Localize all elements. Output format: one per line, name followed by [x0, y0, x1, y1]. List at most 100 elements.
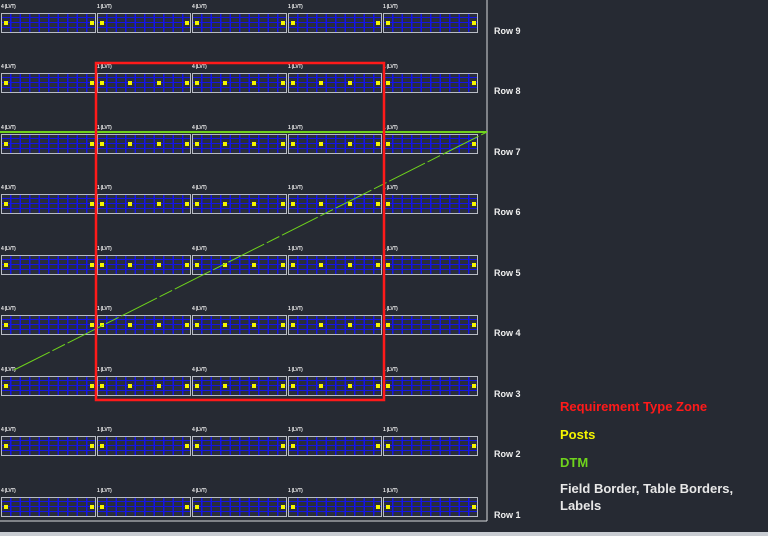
table-label: 4 (LVT) [192, 185, 207, 191]
post-marker [185, 384, 189, 388]
legend-dtm: DTM [560, 455, 589, 470]
post-marker [319, 81, 323, 85]
table-label: 4 (LVT) [1, 306, 16, 312]
post-marker [157, 142, 161, 146]
post-marker [195, 202, 199, 206]
solar-table [97, 73, 191, 93]
table-label: 4 (LVT) [1, 4, 16, 10]
solar-table [288, 73, 382, 93]
post-marker [128, 81, 132, 85]
post-marker [157, 81, 161, 85]
solar-table [192, 315, 287, 335]
post-marker [319, 384, 323, 388]
solar-table [97, 497, 191, 517]
post-marker [195, 21, 199, 25]
post-marker [291, 21, 295, 25]
post-marker [195, 505, 199, 509]
table-label: 1 (LVT) [97, 367, 112, 373]
post-marker [319, 142, 323, 146]
post-marker [472, 384, 476, 388]
post-marker [386, 263, 390, 267]
solar-table [288, 134, 382, 154]
post-marker [348, 202, 352, 206]
post-marker [223, 384, 227, 388]
row-label: Row 2 [494, 449, 521, 459]
post-marker [128, 202, 132, 206]
post-marker [90, 444, 94, 448]
post-marker [291, 263, 295, 267]
post-marker [281, 81, 285, 85]
post-marker [252, 142, 256, 146]
post-marker [4, 323, 8, 327]
table-label: 4 (LVT) [192, 367, 207, 373]
post-marker [185, 505, 189, 509]
table-label: 1 (LVT) [97, 306, 112, 312]
post-marker [348, 142, 352, 146]
table-label: 1 (LVT) [383, 185, 398, 191]
post-marker [223, 142, 227, 146]
post-marker [348, 384, 352, 388]
row-label: Row 5 [494, 268, 521, 278]
post-marker [281, 323, 285, 327]
post-marker [4, 81, 8, 85]
solar-table [288, 436, 382, 456]
solar-table [383, 13, 478, 33]
post-marker [386, 444, 390, 448]
post-marker [472, 202, 476, 206]
post-marker [376, 81, 380, 85]
post-marker [472, 142, 476, 146]
post-marker [386, 202, 390, 206]
post-marker [128, 384, 132, 388]
solar-table [1, 497, 96, 517]
row-label: Row 9 [494, 26, 521, 36]
post-marker [291, 323, 295, 327]
post-marker [281, 505, 285, 509]
post-marker [376, 263, 380, 267]
post-marker [128, 142, 132, 146]
post-marker [100, 263, 104, 267]
post-marker [386, 323, 390, 327]
post-marker [195, 142, 199, 146]
post-marker [472, 81, 476, 85]
post-marker [195, 323, 199, 327]
post-marker [185, 81, 189, 85]
table-label: 1 (LVT) [97, 185, 112, 191]
post-marker [90, 142, 94, 146]
post-marker [252, 202, 256, 206]
legend-posts: Posts [560, 427, 596, 442]
table-label: 4 (LVT) [1, 185, 16, 191]
post-marker [4, 202, 8, 206]
table-label: 1 (LVT) [97, 427, 112, 433]
table-label: 1 (LVT) [383, 488, 398, 494]
post-marker [472, 505, 476, 509]
table-label: 1 (LVT) [288, 488, 303, 494]
post-marker [4, 263, 8, 267]
table-label: 4 (LVT) [192, 427, 207, 433]
table-label: 1 (LVT) [288, 4, 303, 10]
post-marker [472, 444, 476, 448]
post-marker [195, 384, 199, 388]
post-marker [90, 505, 94, 509]
table-label: 4 (LVT) [192, 246, 207, 252]
post-marker [281, 142, 285, 146]
table-label: 1 (LVT) [288, 246, 303, 252]
table-label: 1 (LVT) [97, 4, 112, 10]
table-label: 4 (LVT) [192, 125, 207, 131]
post-marker [386, 384, 390, 388]
post-marker [319, 323, 323, 327]
post-marker [281, 384, 285, 388]
post-marker [90, 21, 94, 25]
solar-table [97, 376, 191, 396]
post-marker [90, 323, 94, 327]
post-marker [4, 444, 8, 448]
solar-table [288, 255, 382, 275]
post-marker [281, 202, 285, 206]
post-marker [281, 444, 285, 448]
table-label: 1 (LVT) [383, 367, 398, 373]
solar-table [192, 376, 287, 396]
solar-table [383, 497, 478, 517]
post-marker [319, 202, 323, 206]
post-marker [4, 142, 8, 146]
post-marker [472, 263, 476, 267]
